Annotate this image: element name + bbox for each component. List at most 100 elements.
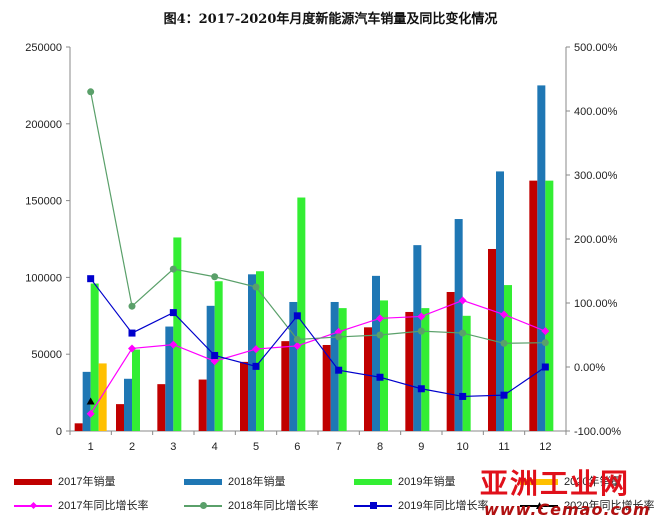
line-point [293, 335, 301, 343]
line-point [376, 331, 384, 339]
bar [380, 300, 388, 431]
legend-swatch [354, 479, 392, 485]
x-tick-label: 4 [212, 441, 218, 453]
x-tick-label: 12 [539, 441, 551, 453]
line-point [86, 397, 95, 405]
line-point [87, 275, 95, 283]
x-tick-label: 8 [377, 441, 383, 453]
bar [372, 275, 380, 431]
watermark-sub: www.Cemao.com [484, 500, 651, 519]
bar [132, 349, 140, 431]
line-point [500, 310, 508, 319]
x-tick-label: 7 [336, 441, 342, 453]
x-tick-label: 11 [498, 441, 509, 453]
x-tick-label: 10 [457, 441, 469, 453]
bar [198, 379, 207, 431]
bar [206, 305, 215, 431]
line-point [541, 327, 550, 336]
line-point [417, 312, 426, 321]
line-point [252, 345, 260, 354]
bar [322, 344, 331, 431]
bar [454, 219, 463, 431]
bar [157, 384, 166, 431]
legend-swatch [184, 479, 222, 485]
x-tick-label: 5 [253, 441, 259, 453]
legend-label: 2018年同比增长率 [228, 500, 319, 512]
y-tick-label-left: 0 [56, 426, 62, 438]
x-tick-label: 9 [418, 441, 424, 453]
bar [537, 85, 546, 432]
line-point [458, 296, 467, 305]
bar [446, 291, 455, 431]
bar [545, 180, 554, 431]
bar [240, 361, 248, 431]
triangle-marker-icon [536, 502, 543, 509]
plot-area: 0 50000 100000 150000 200000 250000 -100.00% 0.… [25, 42, 621, 453]
line-point [376, 373, 384, 381]
bar [256, 271, 264, 431]
y-tick-label-left: 50000 [31, 349, 62, 361]
chart-title: 图4：2017-2020年月度新能源汽车销量及同比变化情况 [163, 12, 498, 27]
y-tick-label-right: 300.00% [574, 170, 618, 182]
line-point [417, 327, 425, 335]
legend-swatch [14, 479, 52, 485]
series-line [90, 91, 546, 344]
line-point [128, 329, 136, 337]
y-tick-label-right: 0.00% [574, 362, 605, 374]
legend-label: 2020年销量 [564, 476, 622, 488]
y-tick-label-right: 200.00% [574, 234, 618, 246]
line-point [293, 341, 302, 350]
watermark-main: 亚洲工业网 [480, 467, 631, 500]
y-tick-label-left: 250000 [25, 42, 62, 54]
line-point [335, 333, 343, 341]
legend-label: 2020年同比增长率 [564, 500, 655, 512]
y-tick-label-right: 400.00% [574, 106, 618, 118]
legend-label: 2018年销量 [228, 476, 286, 488]
series-line [90, 278, 546, 398]
y-tick-label-right: 100.00% [574, 298, 618, 310]
bar [173, 237, 182, 431]
line-point [334, 327, 343, 336]
line-point [459, 392, 467, 400]
y-tick-label-left: 150000 [25, 196, 62, 208]
legend-label: 2019年销量 [398, 476, 456, 488]
bar [82, 371, 91, 431]
bar [330, 301, 339, 431]
line-point [169, 265, 177, 273]
circle-marker-icon [200, 502, 207, 509]
line-point [500, 391, 508, 399]
line-point [417, 385, 425, 393]
y-tick-label-left: 200000 [25, 119, 62, 131]
line-point [541, 339, 549, 347]
bar [98, 363, 107, 431]
line-point [500, 339, 508, 347]
line-point [211, 273, 219, 281]
line-point [211, 351, 219, 359]
bar [74, 423, 83, 431]
bar [248, 274, 256, 431]
diamond-marker-icon [30, 502, 37, 509]
x-tick-label: 6 [294, 441, 300, 453]
x-tick-label: 2 [129, 441, 135, 453]
legend-swatch [520, 479, 558, 485]
x-tick-label: 1 [88, 441, 94, 453]
bar [90, 283, 99, 431]
line-point [128, 302, 136, 310]
bar [289, 301, 298, 431]
bar [338, 308, 347, 431]
bar [496, 171, 504, 431]
line-point [86, 409, 95, 418]
line-point [210, 357, 219, 366]
bar [421, 308, 430, 431]
line-point [459, 329, 467, 337]
legend-label: 2019年同比增长率 [398, 500, 489, 512]
line-point [376, 314, 384, 323]
bar [116, 404, 124, 431]
bar [529, 180, 538, 431]
bar [281, 341, 290, 431]
y-tick-label-right: -100.00% [574, 426, 621, 438]
watermark-logo: 亚洲工业网 www.Cemao.com [480, 468, 656, 524]
legend-label: 2017年销量 [58, 476, 116, 488]
line-point [169, 340, 178, 349]
